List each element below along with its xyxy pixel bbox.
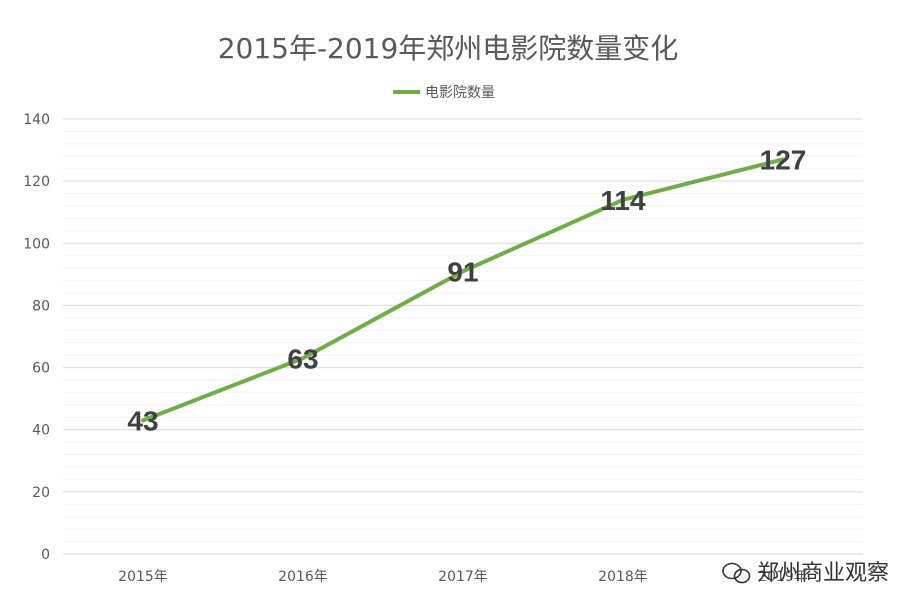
y-tick-label: 120 [23, 174, 50, 190]
y-axis: 0 20 40 60 80 100 120 140 [23, 112, 50, 563]
data-label: 114 [600, 185, 646, 216]
x-tick-label: 2017年 [438, 569, 488, 585]
x-tick-label: 2016年 [278, 569, 328, 585]
data-labels: 43 63 91 114 127 [127, 144, 806, 436]
y-tick-label: 40 [32, 423, 50, 439]
x-axis: 2015年 2016年 2017年 2018年 2019年 [118, 569, 808, 585]
x-tick-label: 2015年 [118, 569, 168, 585]
data-label: 63 [287, 343, 318, 374]
y-tick-label: 0 [41, 547, 50, 563]
legend-label: 电影院数量 [425, 85, 495, 101]
y-tick-label: 20 [32, 485, 50, 501]
gridlines [63, 118, 863, 555]
x-tick-label: 2019年 [758, 569, 808, 585]
y-tick-label: 100 [23, 236, 50, 252]
series-layer [141, 157, 785, 423]
data-label: 43 [127, 405, 158, 436]
watermark-text: 郑州商业观察 [757, 561, 889, 586]
legend: 电影院数量 [393, 85, 495, 101]
wechat-icon [722, 562, 751, 584]
y-tick-label: 80 [32, 298, 50, 314]
chart-title: 2015年-2019年郑州电影院数量变化 [218, 32, 679, 65]
series-line [141, 157, 785, 423]
data-label: 91 [447, 256, 478, 287]
watermark: 郑州商业观察 [722, 561, 889, 586]
y-tick-label: 60 [32, 361, 50, 377]
y-tick-label: 140 [23, 112, 50, 128]
data-label: 127 [760, 144, 807, 175]
x-tick-label: 2018年 [598, 569, 648, 585]
